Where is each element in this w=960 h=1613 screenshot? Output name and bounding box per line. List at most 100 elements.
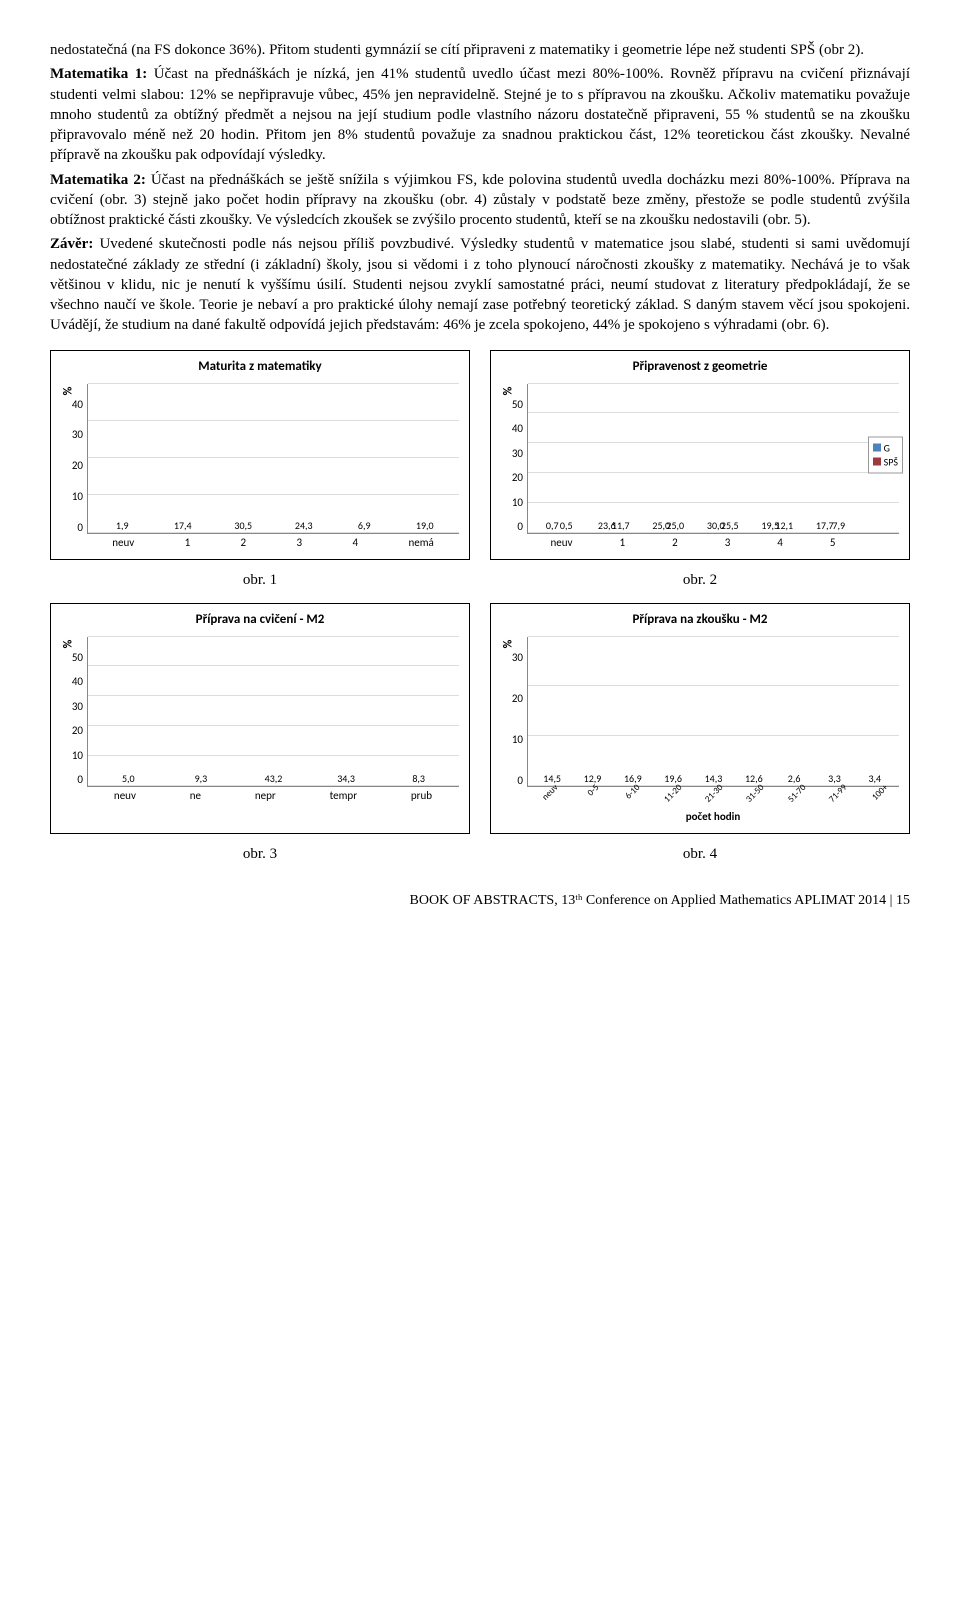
x-tick-label: 3 — [725, 536, 731, 549]
y-tick: 30 — [61, 428, 83, 441]
bar-value: 25,0 — [666, 519, 684, 532]
bar-value: 0,7 — [546, 519, 559, 532]
bar-value: 12,6 — [745, 772, 763, 785]
y-tick: 0 — [501, 774, 523, 787]
bar-value: 17,7 — [816, 519, 834, 532]
x-axis-title: počet hodin — [527, 810, 899, 823]
y-tick: 0 — [61, 773, 83, 786]
chart-1: Maturita z matematiky% 40 30 20 10 0 1,9 17,4 30… — [50, 350, 470, 560]
bar-value: 24,3 — [295, 519, 313, 532]
bar-value: 5,0 — [122, 772, 135, 785]
bar-value: 25,5 — [721, 519, 739, 532]
bar-value: 19,6 — [664, 772, 682, 785]
x-tick-label: ne — [190, 789, 201, 802]
y-tick: 0 — [61, 521, 83, 534]
label-m1: Matematika 1: — [50, 66, 147, 82]
paragraph-zaver: Závěr: Uvedené skutečnosti podle nás nej… — [50, 234, 910, 335]
caption-obr1: obr. 1 — [50, 572, 470, 589]
y-tick: 30 — [501, 651, 523, 664]
bar-value: 19,0 — [416, 519, 434, 532]
body-m1: Účast na přednáškách je nízká, jen 41% s… — [50, 66, 910, 163]
bar-value: 8,3 — [412, 772, 425, 785]
x-tick-label: 2 — [672, 536, 678, 549]
legend: GSPŠ — [868, 436, 903, 473]
bar-value: 3,4 — [868, 772, 881, 785]
x-tick-label: prub — [411, 789, 432, 802]
y-tick: 20 — [61, 459, 83, 472]
caption-obr3: obr. 3 — [50, 846, 470, 863]
bar-value: 0,5 — [560, 519, 573, 532]
x-tick-label: nemá — [408, 536, 433, 549]
bar-value: 12,1 — [775, 519, 793, 532]
legend-item: G — [873, 441, 898, 454]
y-tick: 30 — [501, 447, 523, 460]
x-tick-label: 4 — [777, 536, 783, 549]
charts-row-1: Maturita z matematiky%4030201001,917,430… — [50, 350, 910, 560]
charts-row-2: Příprava na cvičení - M2% 50 40 30 20 10 0 5,0 9… — [50, 603, 910, 834]
y-tick: 30 — [61, 700, 83, 713]
bar-value: 14,5 — [543, 772, 561, 785]
chart-3: Příprava na cvičení - M2%504030201005,09… — [50, 603, 470, 834]
chart-title: Příprava na cvičení - M2 — [61, 612, 459, 627]
x-tick-label: 2 — [241, 536, 247, 549]
chart-title: Připravenost z geometrie — [501, 359, 899, 374]
body-m2: Účast na přednáškách se ještě snížila s … — [50, 172, 910, 229]
page-footer: BOOK OF ABSTRACTS, 13ᵗʰ Conference on Ap… — [50, 893, 910, 909]
caption-obr4: obr. 4 — [490, 846, 910, 863]
y-tick: 10 — [501, 733, 523, 746]
label-zaver: Závěr: — [50, 236, 93, 252]
bar-value: 12,9 — [584, 772, 602, 785]
y-tick: 40 — [61, 675, 83, 688]
chart-4: Příprava na zkoušku - M2% 30 20 10 0 14,5 12,9… — [490, 603, 910, 834]
bar-value: 11,7 — [612, 519, 630, 532]
bar-value: 17,4 — [174, 519, 192, 532]
bar-value: 7,9 — [832, 519, 845, 532]
y-tick: 10 — [61, 490, 83, 503]
chart-title: Maturita z matematiky — [61, 359, 459, 374]
bar-value: 6,9 — [358, 519, 371, 532]
x-tick-label: nepr — [255, 789, 276, 802]
bar-value: 2,6 — [788, 772, 801, 785]
bar-value: 16,9 — [624, 772, 642, 785]
bar-value: 43,2 — [265, 772, 283, 785]
y-tick: 50 — [501, 398, 523, 411]
x-tick-label: 1 — [185, 536, 191, 549]
y-axis-label: % — [501, 639, 515, 648]
label-m2: Matematika 2: — [50, 172, 146, 188]
y-tick: 0 — [501, 520, 523, 533]
bar-value: 3,3 — [828, 772, 841, 785]
chart-title: Příprava na zkoušku - M2 — [501, 612, 899, 627]
y-tick: 40 — [501, 422, 523, 435]
paragraph-m1: Matematika 1: Účast na přednáškách je ní… — [50, 64, 910, 165]
x-tick-label: 4 — [352, 536, 358, 549]
x-tick-label: 3 — [297, 536, 303, 549]
bar-value: 14,3 — [705, 772, 723, 785]
y-tick: 20 — [501, 692, 523, 705]
y-axis-label: % — [61, 639, 75, 648]
bar-value: 9,3 — [195, 772, 208, 785]
y-tick: 10 — [501, 496, 523, 509]
legend-item: SPŠ — [873, 455, 898, 468]
x-tick-label: neuv — [114, 789, 136, 802]
captions-row-1: obr. 1 obr. 2 — [50, 566, 910, 589]
x-tick-label: 5 — [830, 536, 836, 549]
bar-value: 30,5 — [234, 519, 252, 532]
captions-row-2: obr. 3 obr. 4 — [50, 840, 910, 863]
caption-obr2: obr. 2 — [490, 572, 910, 589]
y-tick: 10 — [61, 749, 83, 762]
x-tick-label: neuv — [551, 536, 573, 549]
x-tick-label: 1 — [620, 536, 626, 549]
paragraph-intro: nedostatečná (na FS dokonce 36%). Přitom… — [50, 40, 910, 60]
chart-2: Připravenost z geometrie% 50 40 30 20 10 0 0,70… — [490, 350, 910, 560]
y-tick: 50 — [61, 651, 83, 664]
y-axis-label: % — [501, 386, 515, 395]
y-tick: 20 — [501, 471, 523, 484]
paragraph-m2: Matematika 2: Účast na přednáškách se je… — [50, 170, 910, 231]
body-zaver: Uvedené skutečnosti podle nás nejsou pří… — [50, 236, 910, 333]
bar-value: 34,3 — [337, 772, 355, 785]
x-tick-label: neuv — [112, 536, 134, 549]
bar-value: 1,9 — [116, 519, 129, 532]
y-tick: 40 — [61, 398, 83, 411]
x-tick-label: tempr — [330, 789, 357, 802]
y-axis-label: % — [61, 386, 75, 395]
